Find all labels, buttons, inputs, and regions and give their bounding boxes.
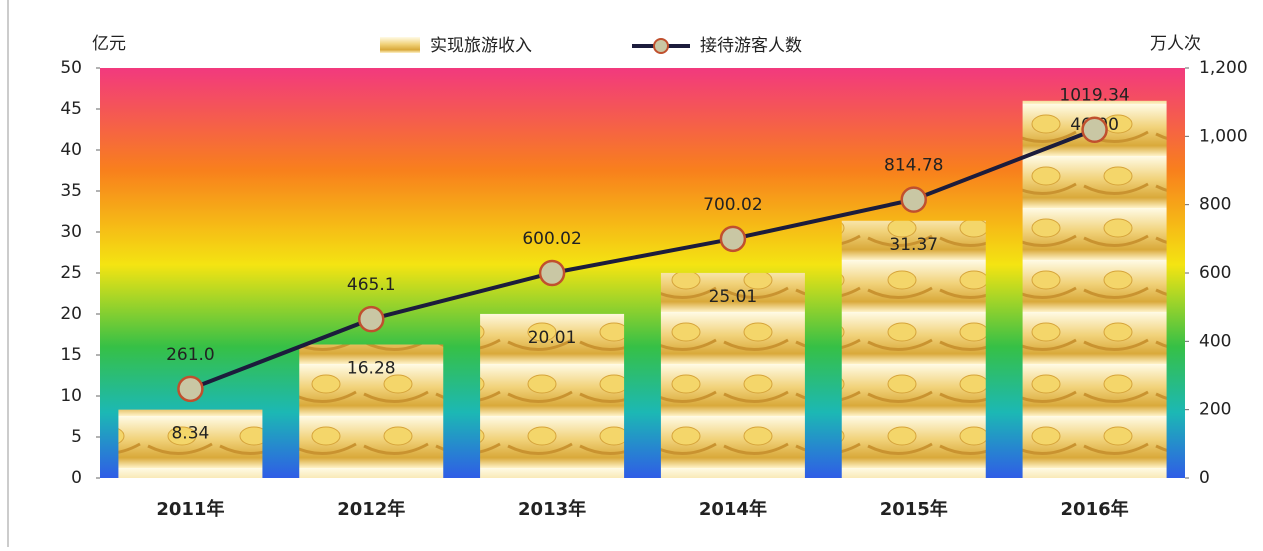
y-tick-label: 20	[60, 304, 82, 324]
y2-tick-label: 1,200	[1199, 58, 1248, 78]
y2-tick-label: 0	[1199, 468, 1210, 488]
legend-label: 实现旅游收入	[430, 36, 532, 56]
bar	[1022, 100, 1167, 479]
y-tick-label: 5	[71, 427, 82, 447]
marker	[719, 225, 747, 253]
x-tick-label: 2016年	[1061, 498, 1129, 520]
y-tick-label: 35	[60, 181, 82, 201]
x-tick-label: 2015年	[880, 498, 948, 520]
y2-axis-unit: 万人次	[1150, 34, 1201, 54]
x-tick-label: 2011年	[156, 498, 224, 520]
bar-value-label: 31.37	[889, 235, 938, 255]
line-value-label: 261.0	[166, 345, 215, 365]
y-tick-label: 45	[60, 99, 82, 119]
marker	[538, 259, 566, 287]
y2-tick-label: 1,000	[1199, 126, 1248, 146]
x-tick-label: 2012年	[337, 498, 405, 520]
y-tick-label: 15	[60, 345, 82, 365]
bar-value-label: 20.01	[528, 328, 577, 348]
legend-label: 接待游客人数	[700, 36, 802, 56]
y-tick-label: 30	[60, 222, 82, 242]
bar	[841, 220, 986, 479]
marker	[358, 305, 385, 333]
bar	[480, 313, 625, 478]
bar-value-label: 16.28	[347, 359, 396, 379]
line-value-label: 600.02	[522, 229, 581, 249]
y2-tick-label: 400	[1199, 331, 1231, 351]
y-tick-label: 0	[71, 468, 82, 488]
line-value-label: 1019.34	[1059, 86, 1129, 106]
y-axis-unit: 亿元	[92, 34, 126, 54]
x-tick-label: 2013年	[518, 498, 586, 520]
y-tick-label: 40	[60, 140, 82, 160]
y-tick-label: 50	[60, 58, 82, 78]
bar-value-label: 8.34	[171, 424, 209, 444]
line-value-label: 700.02	[703, 195, 762, 215]
marker	[1081, 116, 1108, 143]
bar	[118, 409, 263, 478]
line	[189, 127, 1096, 391]
legend-bar-swatch	[380, 37, 420, 53]
plot-background	[100, 68, 1185, 478]
bar-value-label: 25.01	[709, 287, 758, 307]
y-tick-label: 25	[60, 263, 82, 283]
line-value-label: 814.78	[884, 156, 943, 176]
line-value-label: 465.1	[347, 275, 396, 295]
y2-tick-label: 800	[1199, 195, 1231, 215]
legend-marker	[653, 38, 669, 54]
y-tick-label: 10	[60, 386, 82, 406]
bar	[660, 272, 805, 478]
bar	[299, 344, 444, 478]
y2-tick-label: 200	[1199, 400, 1231, 420]
marker	[177, 375, 204, 403]
marker	[900, 186, 927, 213]
x-tick-label: 2014年	[699, 498, 767, 520]
y2-tick-label: 600	[1199, 263, 1231, 283]
